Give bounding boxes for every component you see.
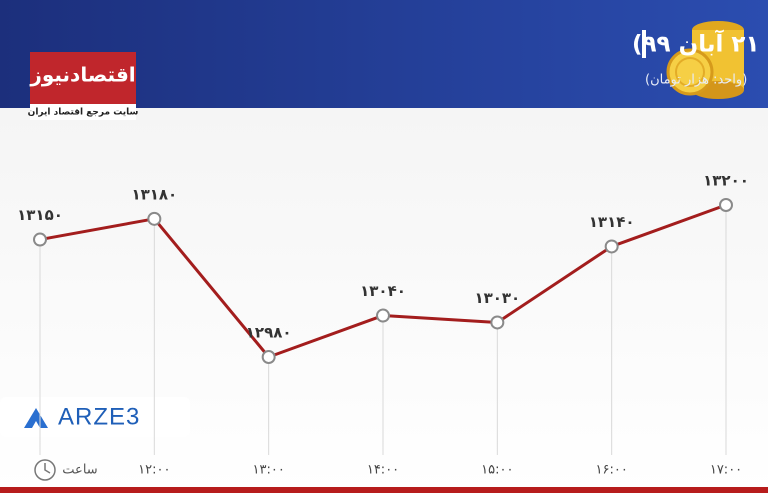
- data-label: ۱۳۱۸۰: [131, 185, 177, 203]
- clock-hands: [44, 463, 51, 474]
- bottom-border: [0, 487, 768, 493]
- point: [33, 232, 47, 247]
- data-label: ۱۳۱۵۰: [17, 206, 63, 224]
- brand-tagline: سایت مرجع اقتصاد ایران: [28, 108, 139, 118]
- x-tick-label: ۱۷:۰۰: [710, 463, 742, 478]
- data-label: ۱۲۹۸۰: [246, 324, 292, 342]
- point: [376, 308, 390, 323]
- data-label: ۱۳۱۴۰: [589, 213, 635, 231]
- x-tick-label: ۱۶:۰۰: [596, 463, 628, 478]
- x-tick-label: ۱۴:۰۰: [367, 463, 399, 478]
- chart-title: روند بهای سکه (چهارشنبه ۲۱ آبان ۹۹): [632, 29, 768, 58]
- x-axis-label: ساعت: [62, 463, 97, 478]
- clock-icon: [34, 459, 56, 481]
- watermark-box: [0, 397, 190, 437]
- x-tick-label: ۱۵:۰۰: [481, 463, 513, 478]
- watermark-icon: [24, 408, 48, 428]
- data-label: ۱۳۰۳۰: [474, 289, 520, 307]
- data-label: ۱۳۰۴۰: [360, 282, 406, 300]
- data-label: ۱۳۲۰۰: [703, 172, 749, 190]
- x-tick-label: ۱۳:۰۰: [253, 463, 285, 478]
- point: [604, 239, 619, 254]
- brand-strip: [30, 104, 136, 120]
- coins-icon: [666, 21, 744, 99]
- chart-subtitle: (واحد: هزار تومان): [645, 73, 747, 88]
- brand-box: [30, 52, 136, 104]
- point: [147, 211, 162, 226]
- brand-name: اقتصادنیوز: [29, 63, 135, 87]
- point: [490, 315, 505, 330]
- point: [719, 198, 733, 212]
- point: [261, 350, 276, 364]
- title-bar: [642, 30, 646, 58]
- watermark: ARZE3: [58, 403, 140, 430]
- plot: ۱۲:۰۰ ۱۳:۰۰ ۱۴:۰۰ ۱۵:۰۰ ۱۶:۰۰ ۱۷:۰۰ ۱۳۱۵۰ ۱۳۱۸۰…: [17, 172, 749, 478]
- x-tick-label: ۱۲:۰۰: [138, 463, 170, 478]
